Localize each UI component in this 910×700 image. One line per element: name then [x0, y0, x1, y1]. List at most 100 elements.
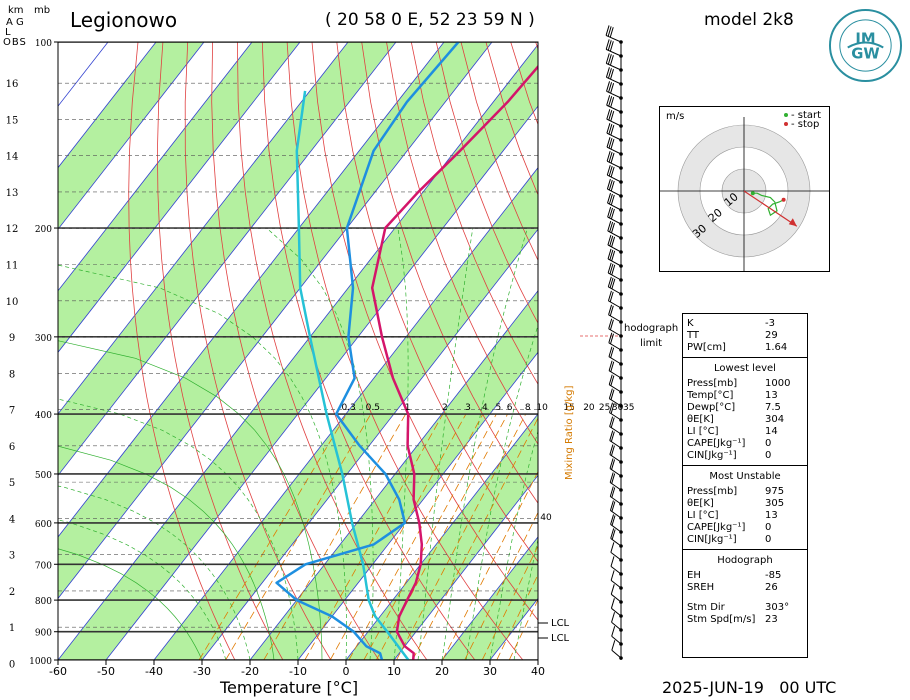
wind-barb [609, 454, 622, 463]
hodograph-heading: Hodograph [717, 555, 773, 566]
wind-barb [610, 496, 622, 505]
wind-barb-flag [610, 431, 615, 442]
hodo-sreh-label: SREH [687, 582, 715, 593]
index-pw: PW[cm] 1.64 [683, 342, 807, 354]
run-datetime: 2025-JUN-19 00 UTC [662, 678, 836, 697]
wind-barb-flag [609, 263, 614, 275]
wind-barb [607, 258, 622, 267]
x-tick-label: -30 [193, 665, 211, 678]
wind-barb-flag [611, 236, 616, 248]
mixing-ratio-line [464, 511, 538, 660]
hodo-eh: EH -85 [683, 570, 807, 582]
lowest-dewp-value: 7.5 [765, 402, 781, 413]
height-km-label: 15 [6, 115, 19, 126]
wind-barb-flag [610, 83, 615, 94]
run-time: 00 UTC [779, 678, 837, 697]
wind-barb [611, 607, 622, 617]
hodo-sreh-value: 26 [765, 582, 778, 593]
moist-adiabat [441, 227, 528, 660]
pressure-label: 200 [35, 225, 52, 235]
pressure-label: 600 [35, 520, 52, 530]
wind-barb [609, 482, 622, 491]
mixing-ratio-line [442, 470, 538, 660]
hodograph-limit-label: hodograph limit [624, 323, 679, 349]
wind-barb [609, 412, 622, 421]
wind-barb-flag [609, 444, 614, 455]
x-tick-label: 20 [435, 665, 449, 678]
lowest-cape-value: 0 [765, 438, 772, 449]
hodograph-stop-marker [784, 122, 788, 126]
wind-barb-flag [611, 529, 616, 540]
isotherm-line [105, 105, 538, 660]
wind-barb-flag [611, 250, 616, 262]
wind-barb [607, 188, 622, 197]
lowest-temp-value: 13 [765, 390, 778, 401]
isotherm-line [58, 42, 157, 169]
isotherm-line [58, 42, 493, 600]
wind-barb-flag [609, 207, 614, 219]
wind-barb-flag [607, 276, 612, 288]
height-km-label: 5 [9, 478, 15, 489]
wind-barb [610, 565, 622, 575]
x-tick-label: -10 [289, 665, 307, 678]
wind-barb-flag [610, 333, 615, 344]
wind-barb-flag [608, 360, 613, 371]
height-km-label: 16 [6, 79, 19, 90]
height-km-label: 13 [6, 188, 19, 199]
wind-barb-flag [609, 235, 614, 247]
km-axis-header: km [8, 5, 24, 16]
dry-adiabat [211, 42, 380, 660]
wind-barb-flag [611, 612, 616, 623]
isotherm-line [153, 167, 538, 660]
hodo-stmspd: Stm Spd[m/s] 23 [683, 614, 807, 626]
x-tick-label: -40 [145, 665, 163, 678]
mixing-ratio-label: 5 [495, 403, 501, 413]
wind-barb [611, 649, 622, 659]
mixing-ratio-label: 8 [525, 403, 531, 413]
model-label: model 2k8 [704, 10, 794, 30]
wind-barb [610, 538, 622, 547]
mixing-ratio-label: 3 [465, 403, 471, 413]
mixing-ratio-line [348, 413, 484, 660]
mixing-ratio-label: 10 [536, 403, 548, 413]
wind-barb [606, 160, 622, 169]
wind-barb-flag [610, 110, 615, 122]
dry-adiabat [361, 42, 538, 504]
isotherm-line [441, 536, 538, 660]
wind-barb-flag [609, 472, 614, 483]
height-km-label: 0 [9, 659, 15, 670]
wind-barb-flag [607, 68, 612, 79]
lowest-press-value: 1000 [765, 378, 791, 389]
wind-barb-flag [606, 178, 611, 190]
wind-barb-flag [610, 180, 615, 192]
wind-barb-flag [608, 179, 613, 191]
wind-barb-flag [610, 138, 615, 150]
hodo-sreh: SREH 26 [683, 582, 807, 594]
wind-barb-flag [609, 486, 614, 497]
pressure-label: 500 [35, 471, 52, 481]
lowest-temp: Temp[°C] 13 [683, 390, 807, 402]
wind-barb-flag [609, 27, 614, 38]
wind-barb [606, 90, 622, 99]
wind-barb-flag [610, 166, 615, 178]
wind-barb [607, 230, 622, 239]
mu-cape-label: CAPE[Jkg⁻¹] [687, 522, 746, 533]
lowest-li-label: LI [°C] [687, 426, 719, 437]
wind-barb-flag [608, 332, 613, 343]
wind-barb-flag [609, 249, 614, 261]
mixing-ratio-label: 25 [599, 403, 610, 413]
storm-motion-arrow [743, 190, 798, 227]
mixing-ratio-label: 20 [583, 403, 595, 413]
x-axis-title: Temperature [°C] [220, 678, 359, 697]
wind-barb-flag [611, 278, 616, 290]
dry-adiabat [311, 42, 538, 621]
wind-barb-flag [611, 459, 616, 470]
mixing-ratio-title: Mixing Ratio [g/kg] [564, 385, 575, 480]
wind-barb-flag [608, 304, 613, 315]
hodo-stmdir-value: 303° [765, 602, 790, 613]
dewpoint-profile [275, 42, 460, 660]
mu-thetae: θE[K] 305 [683, 498, 807, 510]
hodo-stmspd-label: Stm Spd[m/s] [687, 614, 756, 625]
wind-barb-flag [608, 151, 613, 163]
